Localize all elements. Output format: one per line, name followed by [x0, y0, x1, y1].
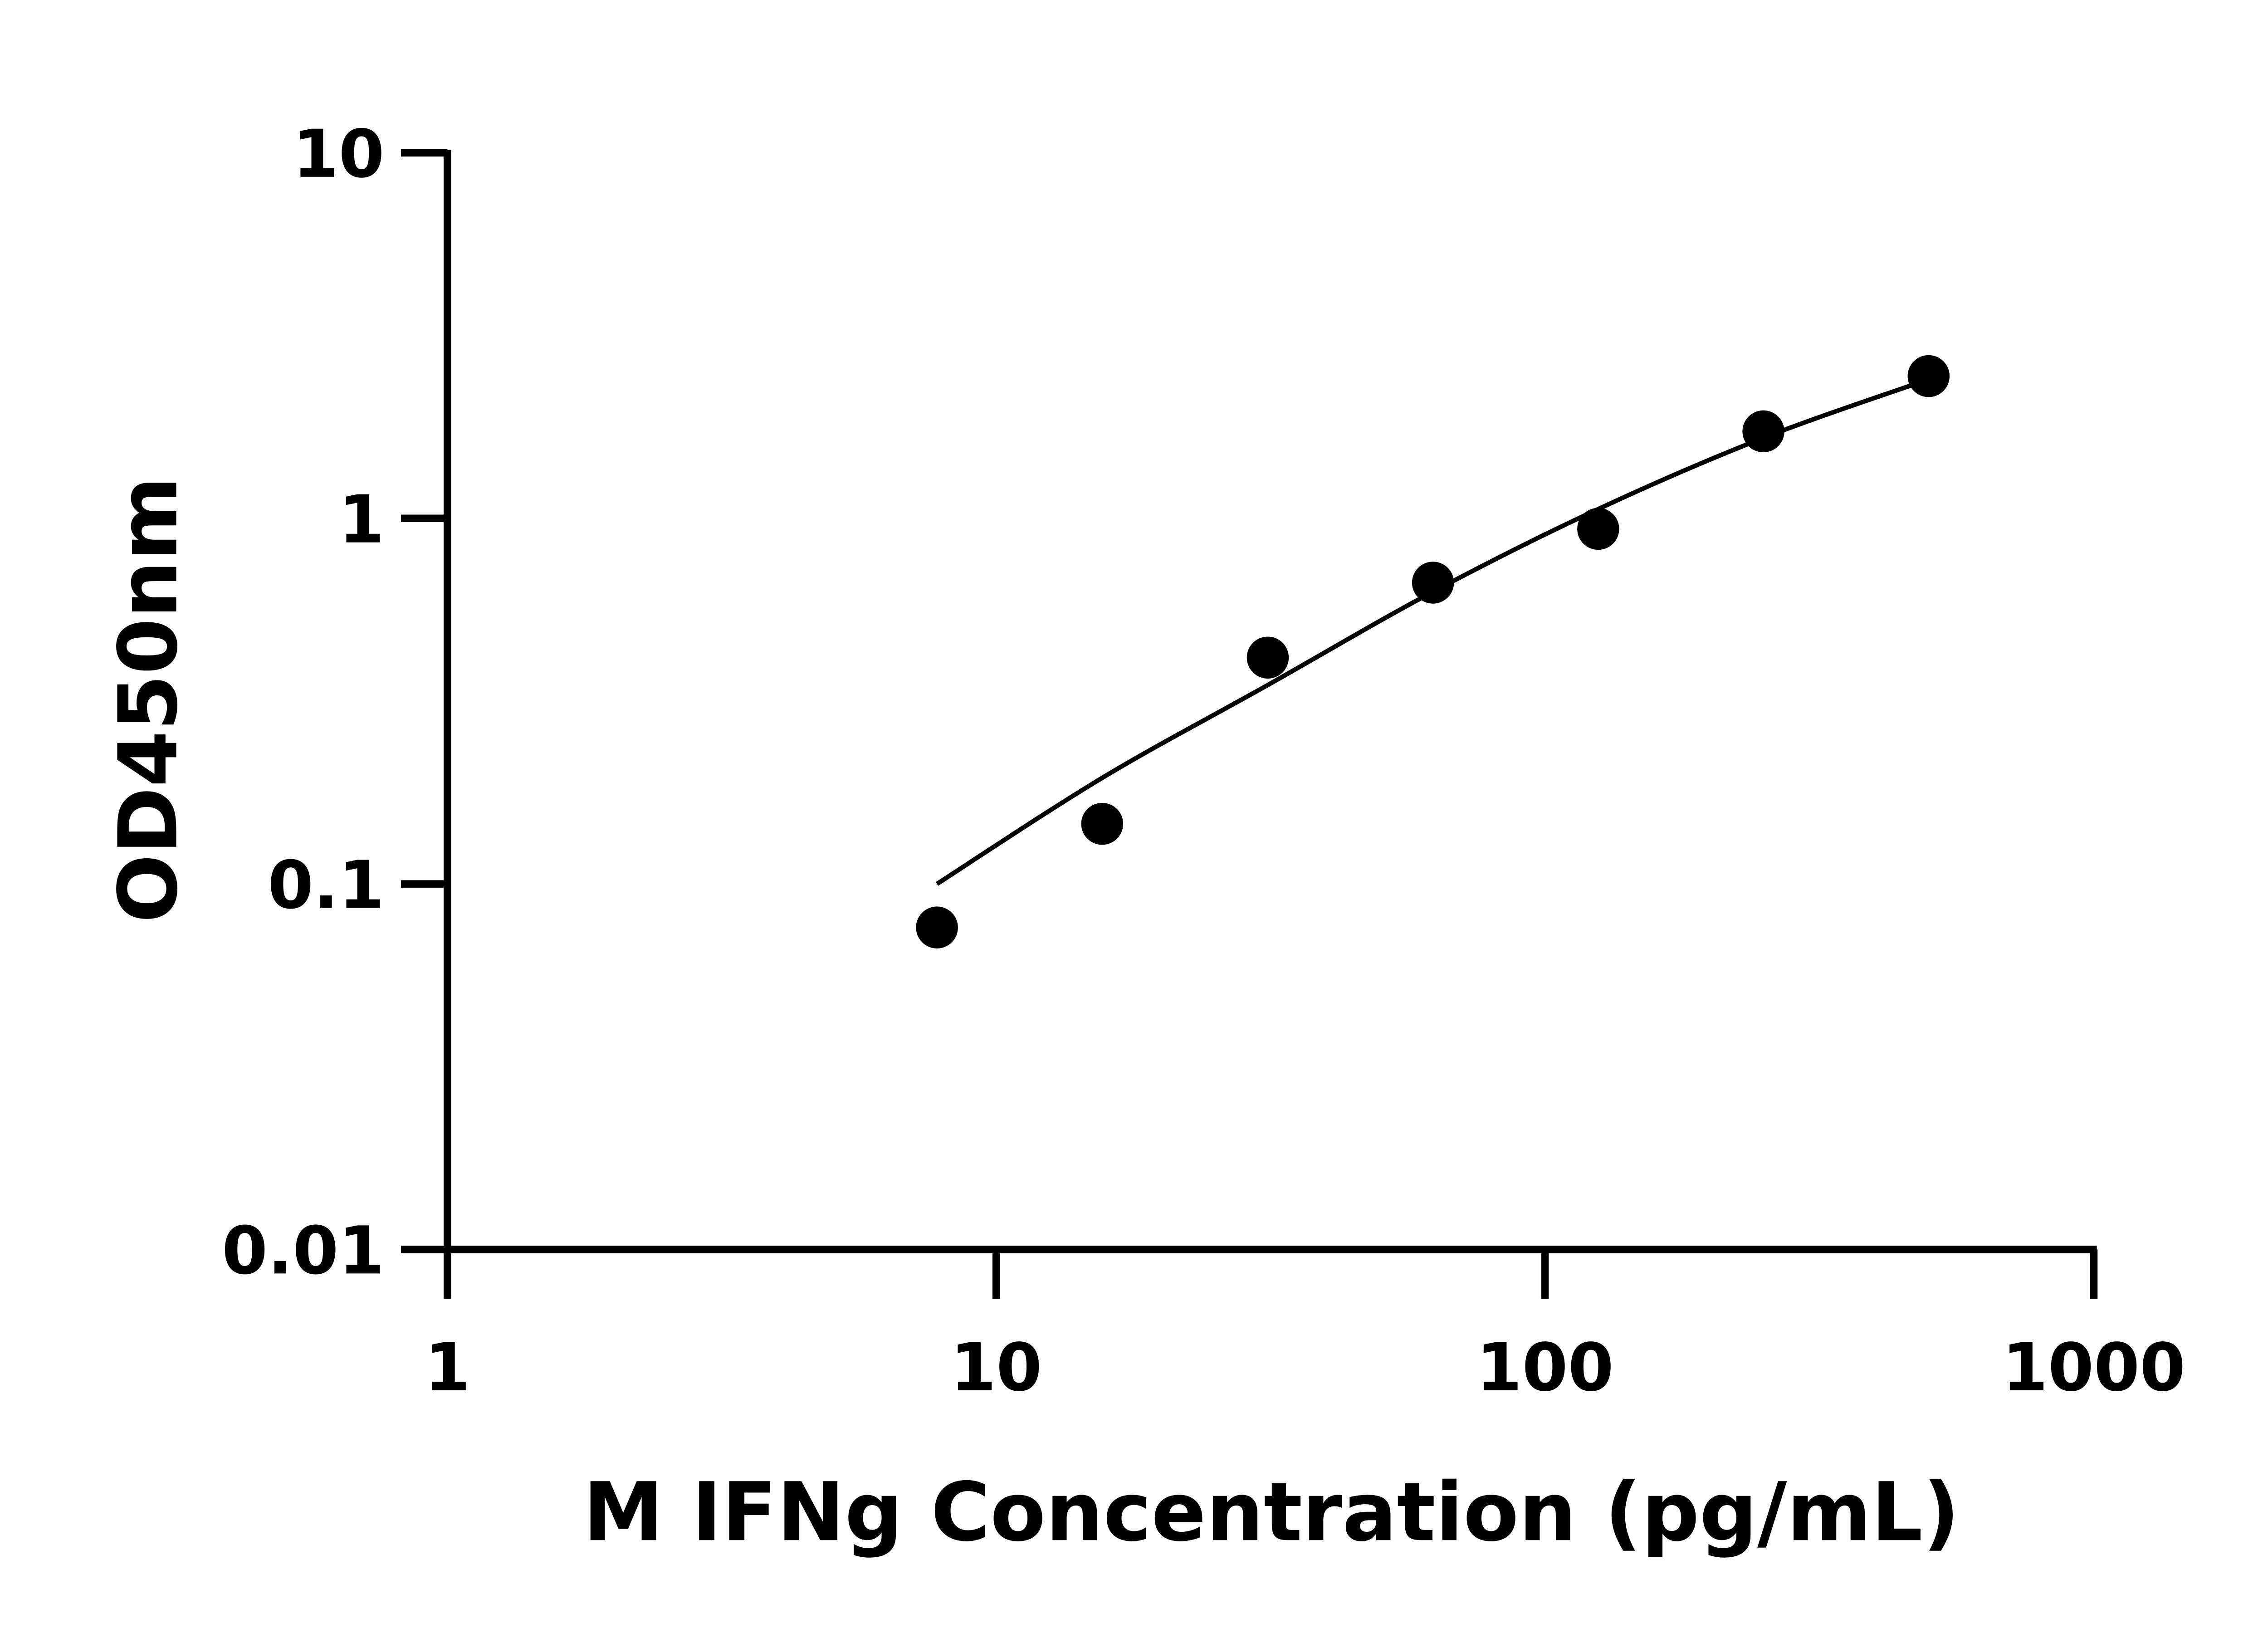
x-tick-label: 1000: [2002, 1330, 2185, 1406]
y-tick-label: 1: [338, 482, 384, 558]
data-point: [1412, 562, 1454, 604]
x-axis-label: M IFNg Concentration (pg/mL): [583, 1465, 1960, 1560]
y-axis-label: OD450nm: [101, 476, 196, 923]
data-point: [1907, 355, 1950, 397]
fit-curve: [935, 377, 1930, 886]
y-tick-label: 10: [293, 116, 384, 193]
fit-curve-group: [935, 377, 1930, 886]
axes: [444, 150, 2097, 1253]
y-tick-label: 0.01: [222, 1213, 385, 1289]
data-point: [916, 906, 958, 949]
ticks: 1 10 100 1000 0.01 0.1 1 10: [222, 116, 2185, 1406]
data-point: [1081, 802, 1124, 845]
x-tick-label: 100: [1476, 1330, 1613, 1406]
data-points: [916, 355, 1950, 949]
x-tick-label: 1: [425, 1330, 470, 1406]
x-tick-label: 10: [950, 1330, 1042, 1406]
data-point: [1742, 410, 1784, 453]
data-point: [1246, 636, 1289, 679]
y-tick-label: 0.1: [268, 847, 384, 924]
data-point: [1577, 508, 1619, 550]
